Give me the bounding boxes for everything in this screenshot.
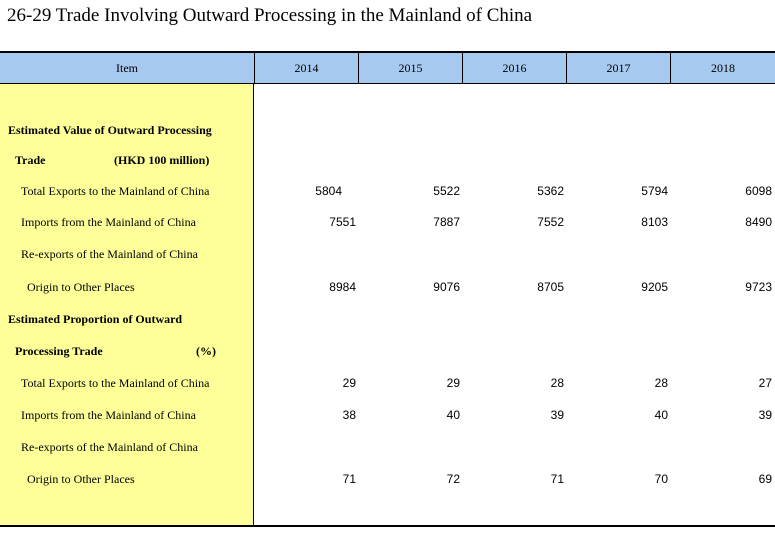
cell-value: 7552 [537, 215, 564, 229]
cell-value: 27 [758, 376, 772, 390]
header-year-2015: 2015 [358, 53, 462, 83]
cell-value: 9076 [433, 280, 460, 294]
row-label: Origin to Other Places [27, 280, 135, 294]
section-title-row: Trade (HKD 100 million) [0, 149, 775, 171]
cell-value: 9205 [641, 280, 668, 294]
section-title-row: Estimated Value of Outward Processing [0, 119, 775, 141]
section-title: Estimated Value of Outward Processing [8, 123, 212, 137]
section-title: Estimated Proportion of Outward [8, 312, 183, 326]
cell-value: 8103 [641, 215, 668, 229]
section-title: Trade [15, 153, 46, 167]
table-row: Total Exports to the Mainland of China 5… [0, 180, 775, 202]
section-title: Processing Trade [15, 344, 103, 358]
table-header-row: Item 2014 2015 2016 2017 2018 [0, 53, 775, 84]
table-row: Imports from the Mainland of China 38 40… [0, 404, 775, 426]
cell-value: 5794 [641, 184, 668, 198]
cell-value: 8984 [329, 280, 356, 294]
table-top-rule [0, 51, 775, 53]
cell-value: 71 [550, 472, 564, 486]
cell-value: 29 [342, 376, 356, 390]
row-label: Imports from the Mainland of China [21, 408, 196, 422]
cell-value: 39 [550, 408, 564, 422]
cell-value: 7887 [433, 215, 460, 229]
table-row: Origin to Other Places 8984 9076 8705 92… [0, 276, 775, 298]
row-label: Re-exports of the Mainland of China [21, 440, 198, 454]
table-row: Imports from the Mainland of China 7551 … [0, 211, 775, 233]
cell-value: 5804 [315, 184, 342, 198]
data-table: Item 2014 2015 2016 2017 2018 Estimated … [0, 51, 775, 528]
cell-value: 28 [550, 376, 564, 390]
cell-value: 29 [446, 376, 460, 390]
section-unit: (HKD 100 million) [114, 153, 210, 167]
header-year-2016: 2016 [462, 53, 566, 83]
section-title-row: Processing Trade (%) [0, 340, 775, 362]
section-unit: (%) [196, 344, 216, 358]
table-row: Re-exports of the Mainland of China [0, 436, 775, 458]
header-item: Item [116, 61, 138, 75]
row-label: Re-exports of the Mainland of China [21, 247, 198, 261]
cell-value: 8705 [537, 280, 564, 294]
cell-value: 6098 [745, 184, 772, 198]
cell-value: 39 [758, 408, 772, 422]
table-bottom-rule [0, 525, 775, 527]
row-label: Total Exports to the Mainland of China [21, 376, 210, 390]
cell-value: 40 [654, 408, 668, 422]
row-label: Total Exports to the Mainland of China [21, 184, 210, 198]
cell-value: 5522 [433, 184, 460, 198]
cell-value: 5362 [537, 184, 564, 198]
item-column [0, 84, 254, 525]
row-label: Imports from the Mainland of China [21, 215, 196, 229]
section-title-row: Estimated Proportion of Outward [0, 308, 775, 330]
cell-value: 38 [342, 408, 356, 422]
cell-value: 8490 [745, 215, 772, 229]
cell-value: 7551 [329, 215, 356, 229]
cell-value: 71 [342, 472, 356, 486]
table-row: Re-exports of the Mainland of China [0, 243, 775, 265]
row-label: Origin to Other Places [27, 472, 135, 486]
cell-value: 72 [446, 472, 460, 486]
table-row: Origin to Other Places 71 72 71 70 69 [0, 468, 775, 490]
cell-value: 9723 [745, 280, 772, 294]
cell-value: 40 [446, 408, 460, 422]
header-year-2014: 2014 [254, 53, 358, 83]
header-year-2017: 2017 [566, 53, 670, 83]
header-year-2018: 2018 [670, 53, 775, 83]
cell-value: 28 [654, 376, 668, 390]
table-row: Total Exports to the Mainland of China 2… [0, 372, 775, 394]
page-title: 26-29 Trade Involving Outward Processing… [7, 5, 533, 26]
cell-value: 70 [654, 472, 668, 486]
cell-value: 69 [758, 472, 772, 486]
